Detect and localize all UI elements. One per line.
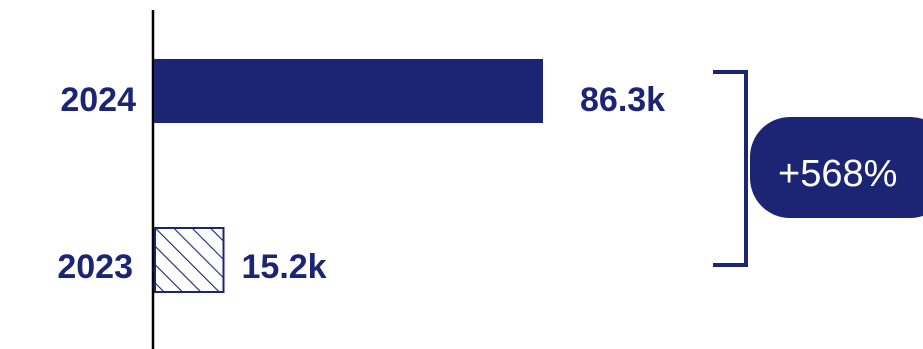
bar-2024 [154, 59, 543, 123]
comparison-bracket [713, 70, 748, 267]
change-badge [750, 117, 923, 218]
change-label: +568% [778, 153, 897, 195]
value-label-2023: 15.2k [242, 248, 327, 286]
bar-2023 [154, 227, 225, 293]
value-label-2024: 86.3k [580, 81, 665, 119]
category-label-2023: 2023 [57, 248, 133, 286]
category-label-2024: 2024 [60, 81, 136, 119]
